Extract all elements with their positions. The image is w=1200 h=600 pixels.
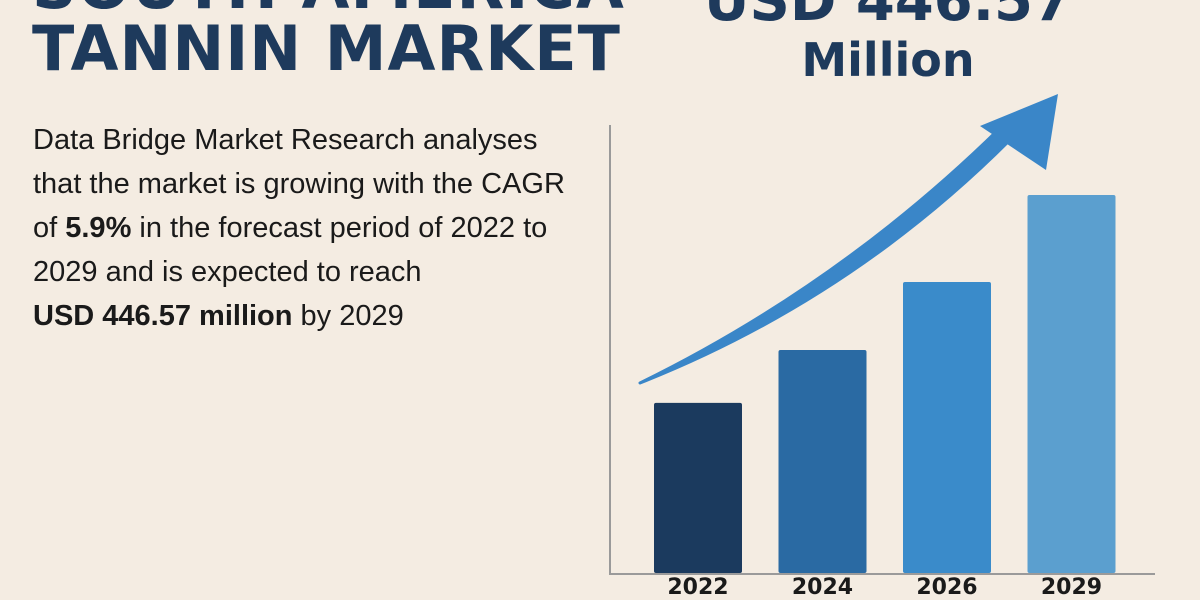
description: Data Bridge Market Research analyses tha… [33,118,593,338]
title-line-2: TANNIN MARKET [32,12,621,85]
x-tick-label: 2024 [792,575,853,600]
bar-2024 [778,349,867,573]
desc-target: USD 446.57 million [33,300,293,332]
title-line-1: SOUTH AMERICA [32,0,625,18]
x-tick-label: 2026 [916,575,977,600]
headline-unit: Million [801,33,975,87]
bar-2026 [903,281,991,573]
bar-2029 [1027,195,1116,573]
x-tick-label: 2029 [1041,575,1102,600]
desc-part2: in the forecast period of 2022 to 2029 a… [33,212,548,288]
bar-2022 [654,402,742,573]
desc-cagr: 5.9% [65,212,132,244]
headline-value: USD 446.57 [704,0,1072,34]
desc-part3: by 2029 [292,300,404,332]
desc-part1: Data Bridge Market Research analyses tha… [33,124,565,244]
x-tick-label: 2022 [667,575,728,600]
trend-arrow-head [980,94,1058,170]
